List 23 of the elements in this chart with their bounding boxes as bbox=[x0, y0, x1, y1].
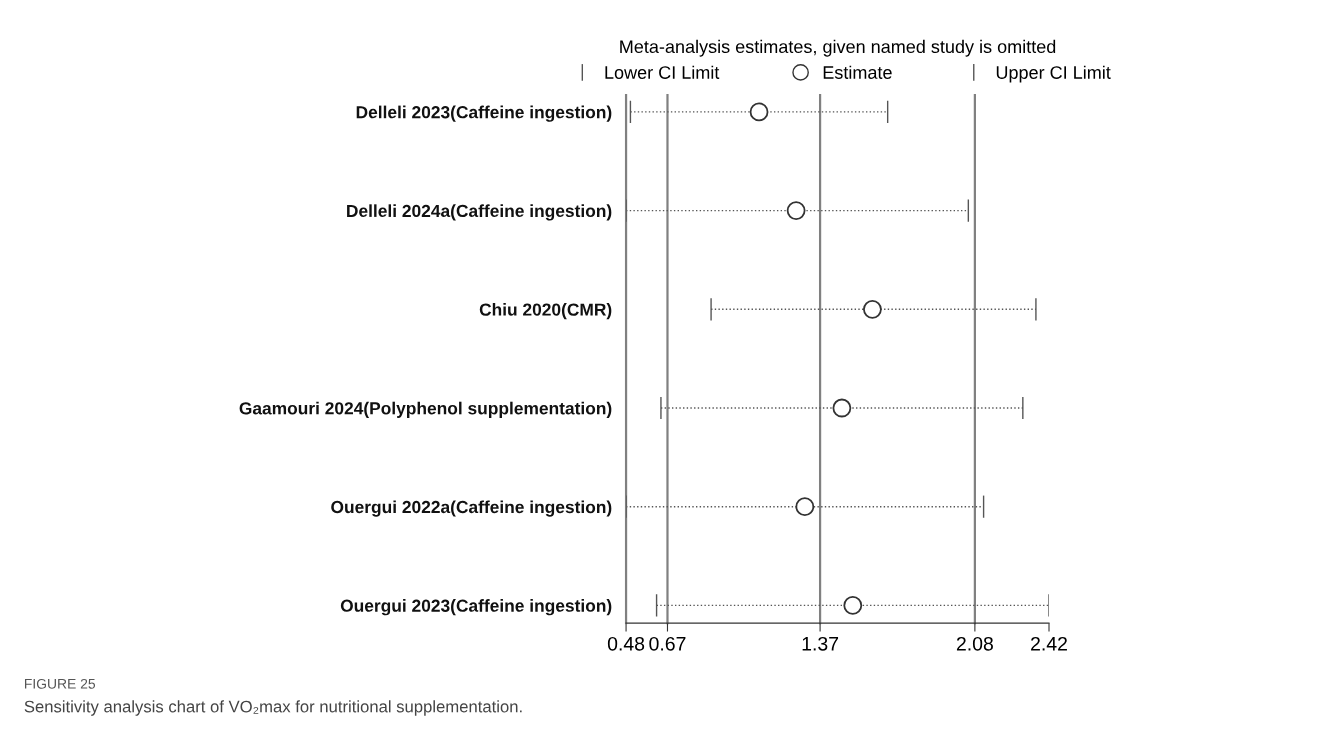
point bbox=[795, 497, 815, 517]
point bbox=[832, 398, 852, 418]
y-tick-label: Ouergui 2022a(Caffeine ingestion) bbox=[331, 500, 612, 517]
x-tick-label: 0.48 bbox=[607, 636, 645, 651]
legend-label: Estimate bbox=[823, 65, 892, 79]
text: Lower CI Limit bbox=[605, 65, 720, 79]
caption: FIGURE 25 bbox=[24, 678, 96, 689]
y-tick-label: Delleli 2023(Caffeine ingestion) bbox=[356, 105, 612, 122]
text: Sensitivity analysis chart of VO₂max for nutritional supplementation. bbox=[24, 700, 522, 716]
x-tick-label: 2.42 bbox=[1031, 636, 1067, 651]
legend-title: Meta-analysis estimates, given named study is omitted bbox=[620, 39, 1056, 57]
x-tick-label: 0.67 bbox=[649, 636, 686, 651]
y-tick-label: Delleli 2024a(Caffeine ingestion) bbox=[347, 204, 612, 221]
point bbox=[843, 595, 863, 615]
point bbox=[749, 102, 769, 122]
point bbox=[863, 299, 882, 319]
x-tick-label: 2.08 bbox=[956, 636, 993, 651]
y-tick-label: Chiu 2020(CMR) bbox=[479, 303, 612, 320]
text: Upper CI Limit bbox=[996, 65, 1111, 83]
point bbox=[786, 201, 806, 221]
y-tick-label: Ouergui 2023(Caffeine ingestion) bbox=[340, 599, 612, 616]
y-tick-label: Gaamouri 2024(Polyphenol supplementation) bbox=[239, 401, 612, 418]
x-tick-label: 1.37 bbox=[802, 636, 839, 651]
